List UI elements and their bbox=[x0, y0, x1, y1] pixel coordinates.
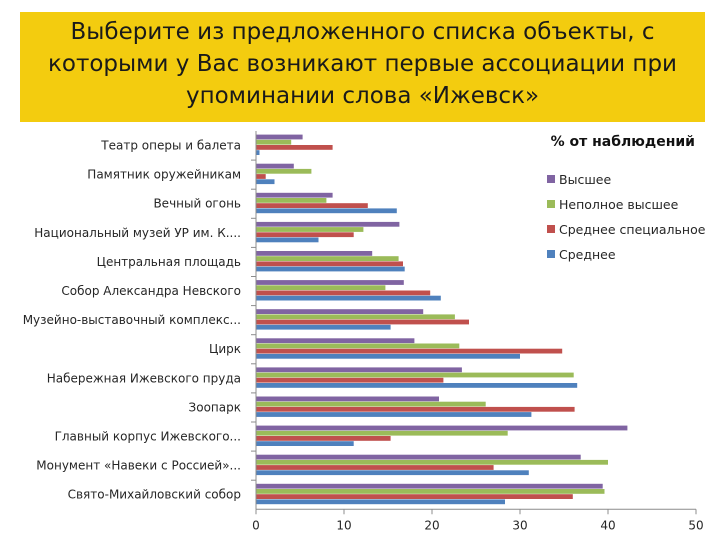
legend-label: Среднее bbox=[559, 247, 616, 262]
bar-1-series-3 bbox=[256, 145, 333, 150]
bar-10-series-2 bbox=[256, 401, 486, 407]
bar-7-series-1 bbox=[256, 309, 424, 314]
bar-5-series-2 bbox=[256, 256, 399, 261]
slide-title: Выберите из предложенного списка объекты… bbox=[30, 16, 695, 112]
bar-6-series-1 bbox=[256, 280, 404, 285]
bar-8-series-1 bbox=[256, 338, 415, 344]
x-tick-label: 30 bbox=[512, 518, 527, 532]
bar-12-series-4 bbox=[256, 470, 529, 476]
bar-9-series-1 bbox=[256, 367, 462, 373]
category-label: Монумент «Навеки с Россией»... bbox=[36, 459, 241, 473]
category-label: Зоопарк bbox=[189, 400, 241, 414]
bar-3-series-4 bbox=[256, 208, 397, 214]
bar-2-series-3 bbox=[256, 174, 266, 179]
title-band bbox=[20, 12, 705, 122]
category-label: Театр оперы и балета bbox=[100, 139, 241, 153]
category-label: Национальный музей УР им. К.... bbox=[34, 226, 241, 240]
bar-8-series-4 bbox=[256, 353, 520, 359]
bar-3-series-1 bbox=[256, 192, 333, 198]
bar-8-series-2 bbox=[256, 343, 460, 349]
bar-9-series-2 bbox=[256, 372, 574, 378]
legend-swatch bbox=[547, 225, 555, 233]
bar-1-series-4 bbox=[256, 150, 260, 155]
bar-7-series-3 bbox=[256, 319, 469, 325]
x-tick-label: 0 bbox=[252, 518, 260, 532]
bar-11-series-1 bbox=[256, 425, 628, 431]
slide-title-line-2: которыми у Вас возникают первые ассоциац… bbox=[47, 51, 678, 77]
slide-title-line-1: Выберите из предложенного списка объекты… bbox=[70, 19, 655, 45]
legend-swatch bbox=[547, 200, 555, 208]
bar-11-series-3 bbox=[256, 436, 391, 441]
bar-13-series-2 bbox=[256, 489, 605, 494]
bar-6-series-3 bbox=[256, 290, 431, 296]
category-label: Памятник оружейникам bbox=[87, 168, 241, 182]
bar-8-series-3 bbox=[256, 348, 563, 354]
bar-2-series-1 bbox=[256, 163, 294, 169]
bar-4-series-3 bbox=[256, 232, 354, 238]
bar-12-series-3 bbox=[256, 465, 494, 470]
legend-label: Неполное высшее bbox=[559, 197, 679, 212]
slide-title-line-3: упоминании слова «Ижевск» bbox=[185, 83, 540, 109]
bar-1-series-1 bbox=[256, 134, 303, 140]
bar-13-series-1 bbox=[256, 483, 603, 489]
bar-4-series-4 bbox=[256, 237, 319, 243]
bar-10-series-3 bbox=[256, 406, 575, 412]
bar-2-series-4 bbox=[256, 179, 275, 185]
bar-3-series-3 bbox=[256, 203, 368, 208]
bar-3-series-2 bbox=[256, 198, 327, 203]
x-tick-label: 50 bbox=[688, 518, 703, 532]
bar-5-series-4 bbox=[256, 266, 405, 272]
bar-2-series-2 bbox=[256, 168, 312, 174]
bar-10-series-1 bbox=[256, 396, 439, 402]
bar-9-series-3 bbox=[256, 377, 444, 383]
chart-title: % от наблюдений bbox=[551, 134, 695, 150]
bar-13-series-3 bbox=[256, 494, 573, 499]
bar-13-series-4 bbox=[256, 499, 505, 505]
category-label: Музейно-выставочный комплекс... bbox=[23, 313, 241, 327]
x-tick-label: 20 bbox=[424, 518, 439, 532]
legend-label: Среднее специальное bbox=[559, 222, 706, 237]
bar-7-series-4 bbox=[256, 324, 391, 330]
bar-5-series-1 bbox=[256, 251, 373, 256]
bar-11-series-4 bbox=[256, 441, 354, 446]
bar-4-series-1 bbox=[256, 221, 400, 227]
legend-label: Высшее bbox=[559, 172, 611, 187]
x-tick-label: 10 bbox=[336, 518, 351, 532]
category-label: Центральная площадь bbox=[97, 255, 241, 269]
bar-7-series-2 bbox=[256, 314, 455, 320]
category-label: Главный корпус Ижевского... bbox=[55, 430, 241, 444]
bar-5-series-3 bbox=[256, 261, 403, 267]
bar-10-series-4 bbox=[256, 412, 532, 417]
legend-swatch bbox=[547, 250, 555, 258]
category-label: Свято-Михайловский собор bbox=[68, 488, 241, 502]
category-label: Вечный огонь bbox=[153, 197, 241, 211]
category-label: Цирк bbox=[209, 342, 241, 356]
category-label: Собор Александра Невского bbox=[61, 284, 241, 298]
bar-1-series-2 bbox=[256, 139, 292, 145]
bar-11-series-2 bbox=[256, 430, 508, 436]
x-tick-label: 40 bbox=[600, 518, 615, 532]
bar-12-series-2 bbox=[256, 459, 608, 465]
bar-9-series-4 bbox=[256, 383, 578, 388]
bar-6-series-2 bbox=[256, 285, 386, 291]
category-label: Набережная Ижевского пруда bbox=[47, 371, 241, 385]
bar-12-series-1 bbox=[256, 454, 581, 460]
legend-swatch bbox=[547, 175, 555, 183]
bar-4-series-2 bbox=[256, 227, 364, 232]
bar-6-series-4 bbox=[256, 295, 441, 301]
